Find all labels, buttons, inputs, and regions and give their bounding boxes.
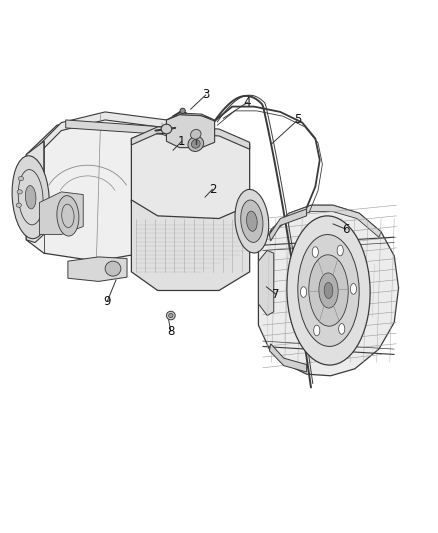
Ellipse shape [18, 176, 24, 181]
Polygon shape [166, 113, 215, 120]
Polygon shape [131, 128, 250, 221]
Polygon shape [131, 127, 250, 149]
Text: 5: 5 [294, 114, 301, 126]
Polygon shape [39, 192, 83, 235]
Ellipse shape [12, 156, 49, 239]
Text: 7: 7 [272, 288, 280, 301]
Text: 3: 3 [202, 88, 209, 101]
Ellipse shape [57, 196, 79, 236]
Ellipse shape [247, 211, 257, 231]
Polygon shape [258, 251, 274, 316]
Ellipse shape [324, 282, 333, 298]
Text: 8: 8 [167, 325, 174, 338]
Ellipse shape [309, 255, 348, 326]
Ellipse shape [166, 311, 175, 320]
Ellipse shape [25, 185, 36, 209]
Ellipse shape [191, 140, 200, 148]
Ellipse shape [235, 189, 269, 253]
Ellipse shape [241, 200, 263, 243]
Ellipse shape [312, 247, 318, 257]
Text: 2: 2 [208, 183, 216, 196]
Polygon shape [66, 120, 193, 145]
Ellipse shape [300, 287, 307, 297]
Ellipse shape [350, 284, 357, 294]
Polygon shape [131, 200, 250, 290]
Ellipse shape [188, 136, 204, 151]
Polygon shape [26, 115, 193, 261]
Text: 1: 1 [178, 135, 186, 148]
Text: 6: 6 [342, 223, 350, 236]
Text: 9: 9 [103, 295, 111, 308]
Ellipse shape [298, 235, 359, 346]
Polygon shape [258, 205, 399, 376]
Ellipse shape [17, 190, 22, 194]
Polygon shape [26, 141, 44, 243]
Ellipse shape [161, 124, 172, 134]
Ellipse shape [16, 203, 21, 207]
Polygon shape [269, 209, 307, 241]
Polygon shape [35, 112, 193, 157]
Polygon shape [271, 205, 381, 237]
Polygon shape [269, 344, 307, 372]
Ellipse shape [339, 324, 345, 334]
Ellipse shape [337, 245, 343, 256]
Ellipse shape [180, 108, 185, 114]
Ellipse shape [319, 273, 338, 308]
Ellipse shape [287, 216, 370, 365]
Ellipse shape [105, 261, 121, 276]
Text: 4: 4 [244, 96, 251, 109]
Ellipse shape [169, 313, 173, 318]
Ellipse shape [314, 325, 320, 336]
Polygon shape [68, 257, 127, 281]
Polygon shape [166, 115, 215, 148]
Ellipse shape [191, 130, 201, 139]
